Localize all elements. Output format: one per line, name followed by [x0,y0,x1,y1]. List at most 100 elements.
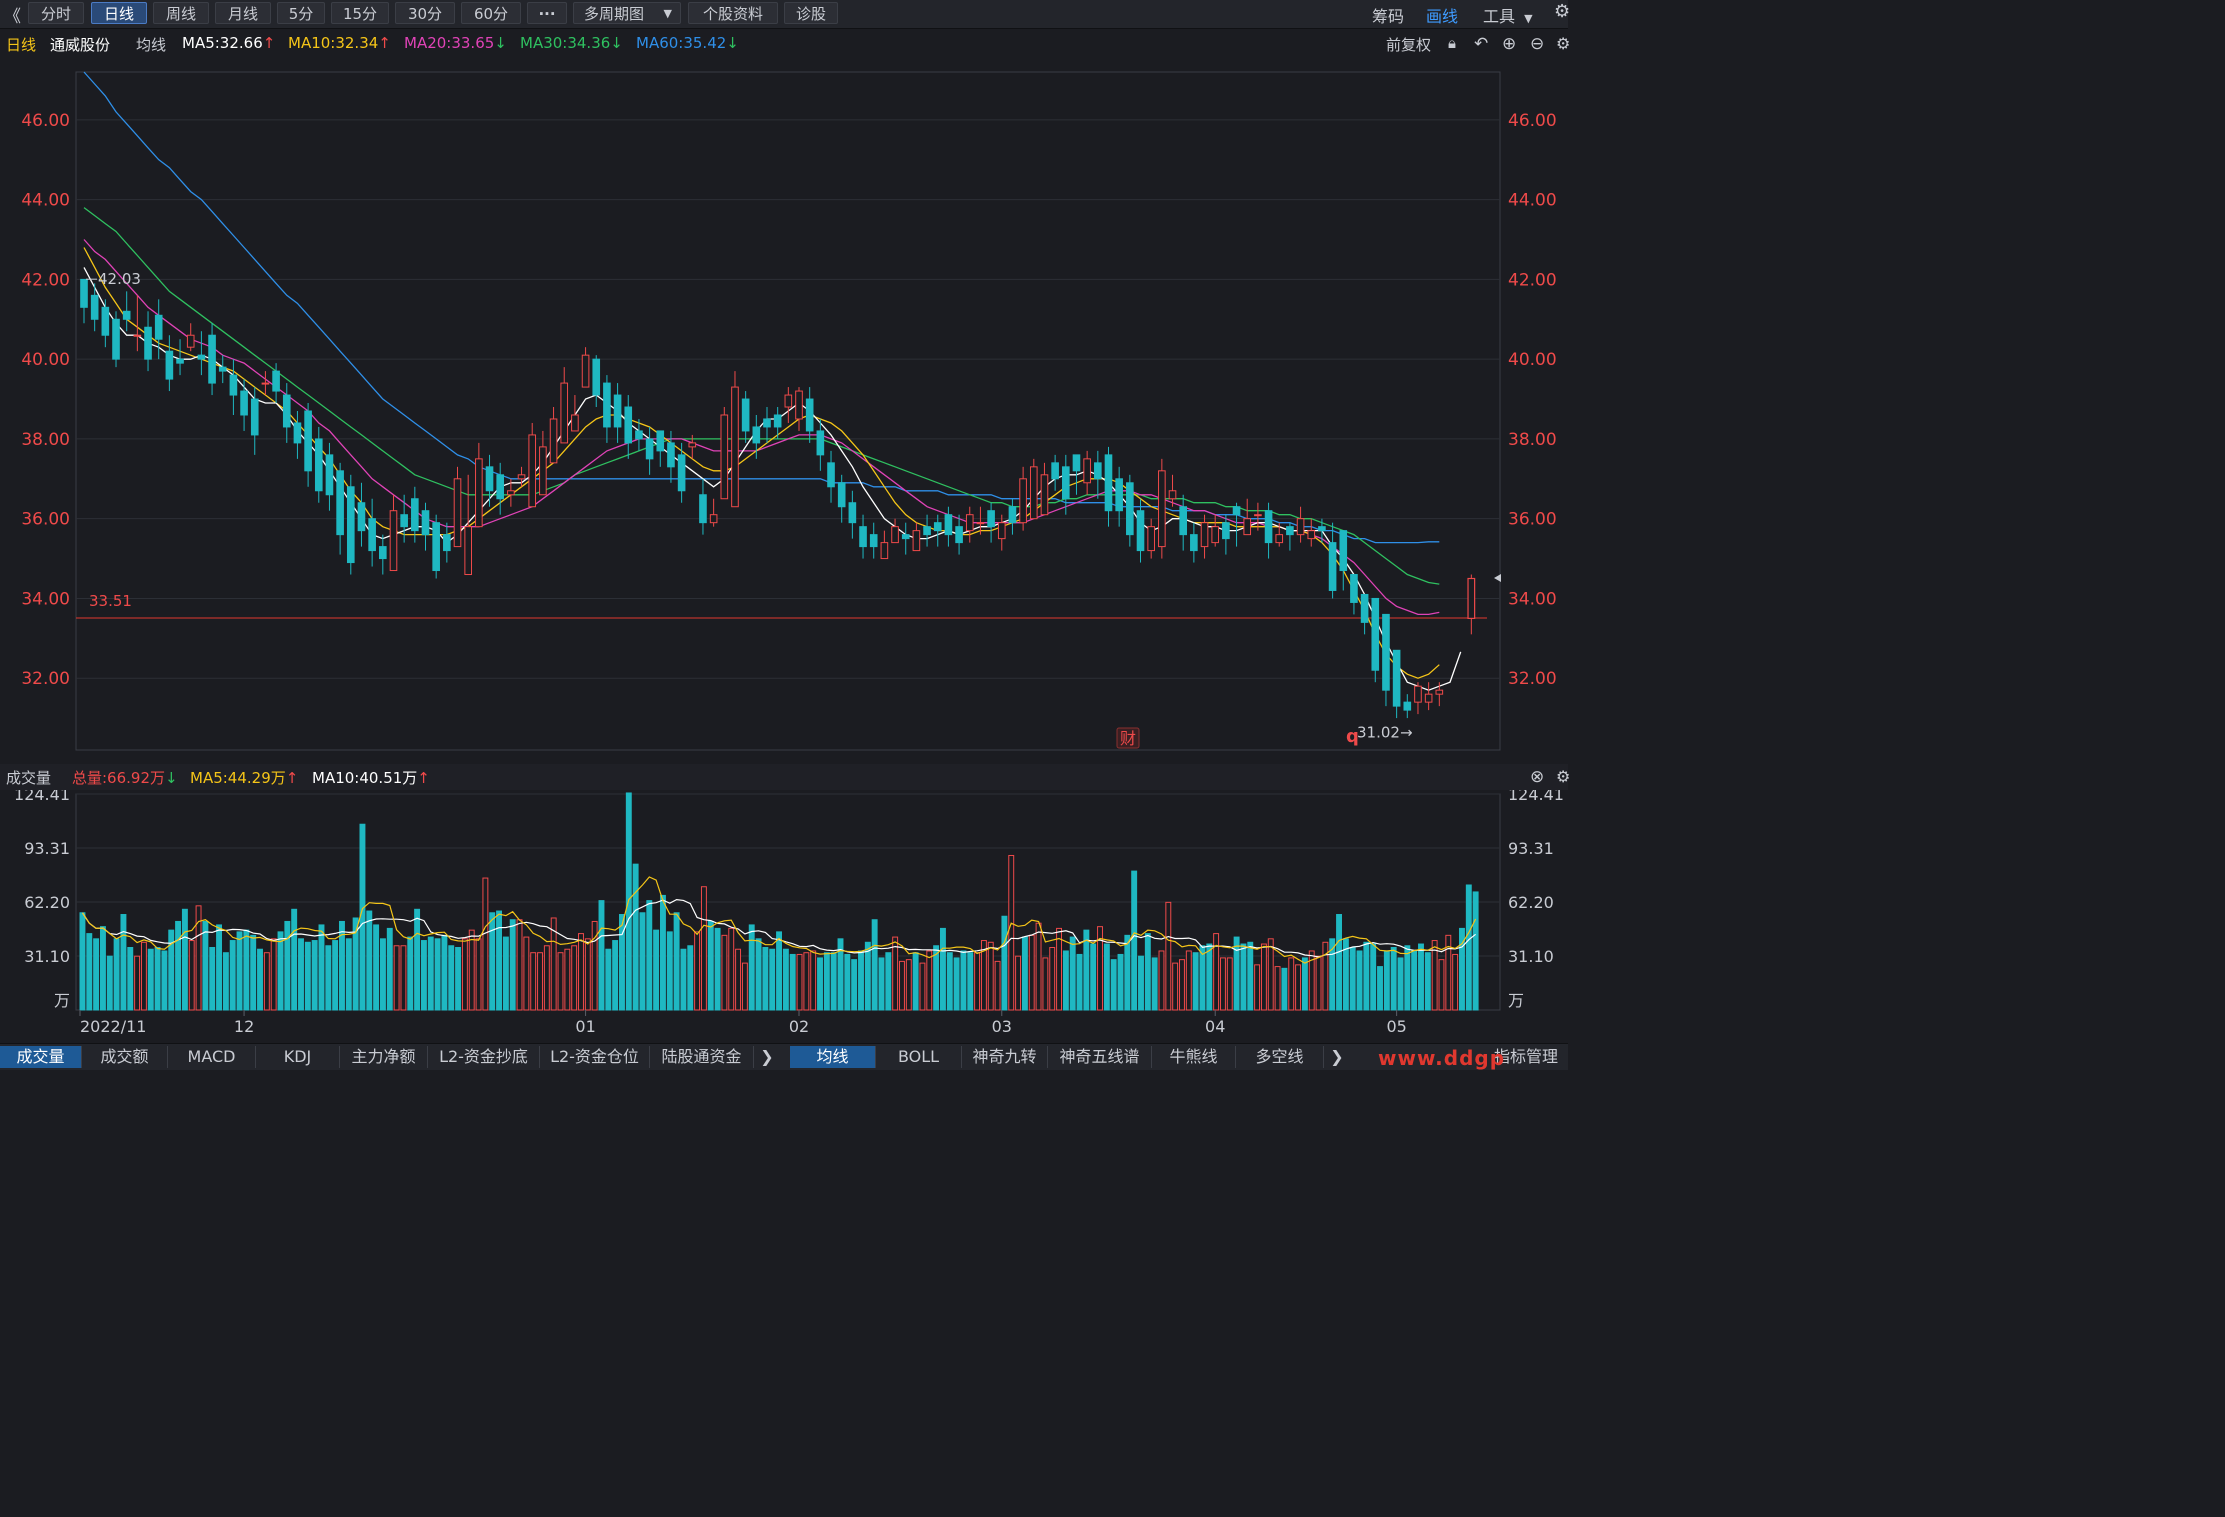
volume-bar [878,957,885,1011]
volume-bar [632,863,639,1011]
lock-icon[interactable]: 🔒︎ [1448,34,1456,52]
tab-ma[interactable]: 均线 [790,1046,876,1068]
volume-bar [619,914,625,1011]
candle-body [549,418,558,464]
candle-body [848,502,857,524]
tab-kdj[interactable]: KDJ [256,1046,340,1068]
candle-body [528,434,537,508]
candle-body [229,374,238,396]
stock-profile-button[interactable]: 个股资料 [688,2,778,24]
ma-indicator-label[interactable]: 均线 [136,36,167,54]
volume-bar [680,948,687,1011]
tab-main-net[interactable]: 主力净额 [340,1046,428,1068]
volume-bar [851,959,858,1011]
volume-bar [386,927,393,1011]
volume-bar [673,912,680,1011]
index-manage-button[interactable]: 指标管理 [1493,1047,1558,1066]
price-tick-label-right: 32.00 [1508,669,1557,689]
volume-bar [939,927,946,1011]
candle-body [1264,510,1273,544]
volume-bar [967,952,974,1011]
settings-gear-icon[interactable]: ⚙ [1556,34,1571,53]
volume-tick-label-left: 万 [54,991,70,1010]
tab-period-15m[interactable]: 15分 [331,2,389,24]
tab-l2-bottom[interactable]: L2-资金抄底 [428,1046,540,1068]
draw-line-button[interactable]: 画线 [1426,7,1459,26]
candle-body [240,390,248,416]
close-icon[interactable]: ⊗ [1530,767,1545,787]
settings-gear-icon[interactable]: ⚙ [1554,1,1571,22]
chevron-left-double-icon[interactable]: 《 [4,7,21,27]
ma10-line [83,247,1440,679]
settings-gear-icon[interactable]: ⚙ [1556,767,1571,786]
candle-body [1232,506,1241,516]
candle-body [1382,613,1390,691]
price-tick-label-left: 38.00 [21,430,70,450]
candle-body [795,390,803,420]
volume-bar [496,910,503,1011]
volume-bar [646,900,653,1011]
volume-tick-label-right: 万 [1508,991,1524,1010]
multi-period-dropdown[interactable]: 多周期图 ▼ [573,2,681,24]
volume-bar [161,950,168,1011]
tab-period-30m[interactable]: 30分 [395,2,455,24]
volume-bar [420,940,427,1011]
volume-chart[interactable]: 124.41 124.41 93.31 93.31 62.20 62.20 31.10 31.… [0,790,1568,1043]
volume-bar [933,945,940,1011]
caret-down-icon: ▼ [663,7,672,20]
candle-body [539,446,547,496]
diagnose-button[interactable]: 诊股 [784,2,838,24]
chevron-right-icon[interactable]: ❯ [760,1047,774,1066]
volume-bar [79,912,86,1011]
tab-period-5m[interactable]: 5分 [277,2,325,24]
candle-body [1211,526,1220,544]
undo-icon[interactable]: ↶ [1474,34,1489,54]
volume-bar [1445,934,1452,1011]
volume-bar [1459,927,1465,1011]
candle-body [1275,534,1284,544]
tab-volume[interactable]: 成交量 [0,1046,82,1068]
tab-turnover[interactable]: 成交额 [82,1046,168,1068]
tab-period-day[interactable]: 日线 [91,2,147,24]
indicator-tab-bar: 成交量 成交额 MACD KDJ 主力净额 L2-资金抄底 L2-资金仓位 陆股… [0,1043,1568,1070]
volume-bar [789,953,796,1011]
tab-macd[interactable]: MACD [168,1046,256,1068]
chip-distribution-button[interactable]: 筹码 [1372,7,1405,26]
volume-bar [1267,938,1274,1011]
more-button[interactable]: ··· [527,2,567,24]
tab-magic-nine[interactable]: 神奇九转 [962,1046,1048,1068]
tab-northbound[interactable]: 陆股通资金 [650,1046,754,1068]
tab-period-month[interactable]: 月线 [215,2,271,24]
zoom-in-icon[interactable]: ⊕ [1502,34,1517,54]
volume-bar [1424,952,1431,1011]
candle-body [741,398,750,432]
volume-bar [899,960,905,1011]
volume-bar [864,941,871,1011]
arrow-down-icon: ↓ [494,34,507,52]
adjust-label[interactable]: 前复权 [1386,36,1432,54]
volume-bar [735,948,742,1011]
candle-body [603,382,611,428]
tab-magic-five[interactable]: 神奇五线谱 [1048,1046,1152,1068]
volume-bar [257,948,263,1011]
candle-body [507,490,515,496]
tab-period-fenshi[interactable]: 分时 [28,2,84,24]
volume-bar [817,957,823,1011]
tab-l2-position[interactable]: L2-资金仓位 [540,1046,650,1068]
chevron-right-icon[interactable]: ❯ [1330,1047,1344,1066]
price-chart[interactable]: 46.00 46.00 44.00 44.00 42.00 42.00 40.00 40.00… [0,56,1568,762]
volume-bar [1390,946,1397,1011]
candle-body [976,522,985,525]
tools-dropdown[interactable]: 工具 ▼ [1483,3,1533,27]
tab-period-60m[interactable]: 60分 [461,2,521,24]
volume-bar [140,941,147,1011]
volume-bar [222,952,229,1011]
tab-bull-bear[interactable]: 牛熊线 [1152,1046,1236,1068]
tab-period-week[interactable]: 周线 [153,2,209,24]
zoom-out-icon[interactable]: ⊖ [1530,34,1545,54]
tab-long-short[interactable]: 多空线 [1236,1046,1324,1068]
x-axis-label: 03 [992,1017,1012,1036]
tab-boll[interactable]: BOLL [876,1046,962,1068]
volume-bar [1247,941,1254,1011]
volume-bar [1288,957,1295,1011]
